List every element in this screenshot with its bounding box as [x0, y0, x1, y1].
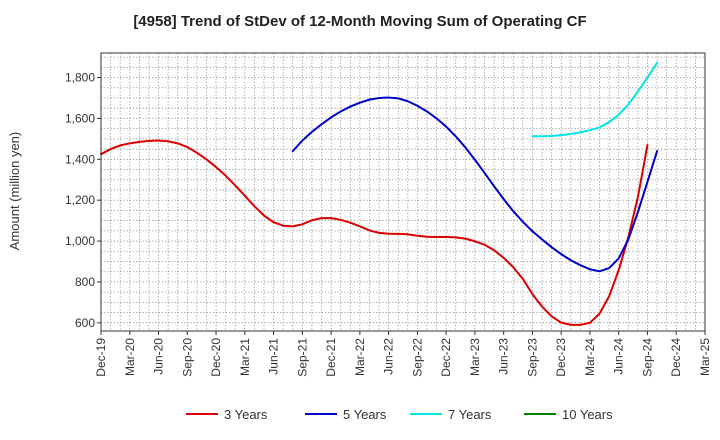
- x-tick-label: Jun-20: [152, 338, 166, 375]
- x-tick-label: Dec-19: [94, 338, 108, 377]
- x-tick-label: Dec-20: [209, 338, 223, 377]
- x-tick-label: Mar-25: [698, 338, 712, 376]
- series-line-3-years: [100, 139, 649, 326]
- x-tick-label: Mar-22: [353, 338, 367, 376]
- x-tick-label: Sep-21: [295, 338, 309, 377]
- plot-area: 600 800 1,000 1,200 1,400 1,600 1,800 Dec-19 Mar…: [65, 52, 712, 377]
- legend: 3 Years 5 Years 7 Years 10 Years: [186, 407, 613, 422]
- x-tick-label: Jun-24: [612, 338, 626, 375]
- x-tick-label: Dec-22: [439, 338, 453, 377]
- y-tick-label: 1,200: [65, 193, 95, 207]
- y-axis-label: Amount (million yen): [7, 132, 22, 251]
- plot-background: [101, 53, 705, 331]
- x-tick-label: Jun-23: [497, 338, 511, 375]
- x-tick-label: Jun-22: [382, 338, 396, 375]
- chart-title: [4958] Trend of StDev of 12-Month Moving…: [133, 13, 586, 30]
- x-tick-label: Sep-22: [410, 338, 424, 377]
- x-tick-label: Mar-23: [468, 338, 482, 376]
- legend-label: 7 Years: [448, 407, 492, 422]
- x-tick-label: Mar-24: [583, 338, 597, 376]
- y-tick-label: 1,000: [65, 234, 95, 248]
- x-tick-label: Mar-20: [123, 338, 137, 376]
- series-line-5-years: [291, 96, 659, 273]
- x-tick-label: Jun-21: [267, 338, 281, 375]
- x-tick-label: Dec-23: [554, 338, 568, 377]
- x-tick-label: Sep-20: [180, 338, 194, 377]
- y-tick-label: 1,800: [65, 71, 95, 85]
- x-tick-label: Sep-23: [525, 338, 539, 377]
- y-tick-label: 800: [75, 275, 95, 289]
- y-tick-label: 1,400: [65, 152, 95, 166]
- series-line-7-years: [531, 61, 659, 138]
- y-tick-label: 600: [75, 316, 95, 330]
- x-tick-label: Dec-21: [324, 338, 338, 377]
- legend-label: 5 Years: [343, 407, 387, 422]
- x-tick-label: Mar-21: [238, 338, 252, 376]
- legend-label: 3 Years: [224, 407, 268, 422]
- legend-label: 10 Years: [562, 407, 613, 422]
- y-tick-label: 1,600: [65, 111, 95, 125]
- x-tick-label: Dec-24: [669, 338, 683, 377]
- plot-border: [100, 52, 706, 332]
- x-tick-label: Sep-24: [640, 338, 654, 377]
